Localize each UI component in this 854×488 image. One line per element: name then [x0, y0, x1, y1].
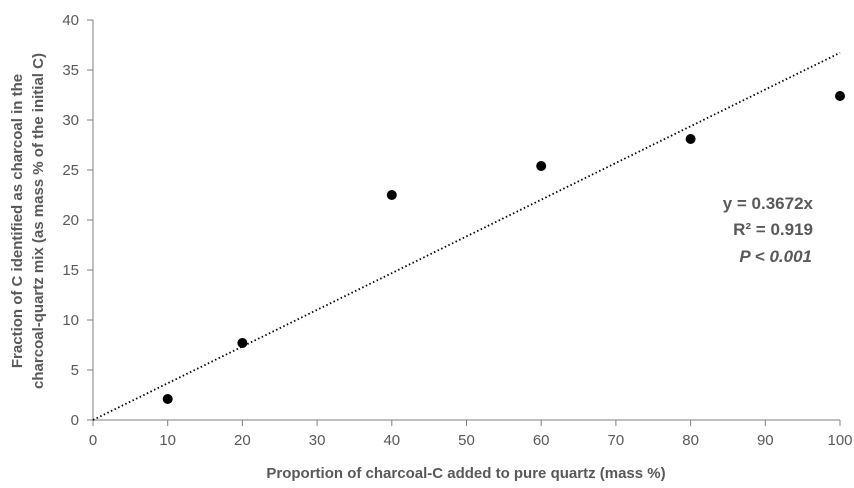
data-point [386, 190, 397, 200]
x-tick-label: 0 [89, 432, 97, 449]
data-point [835, 91, 845, 101]
y-axis-ticks: 0 5 10 15 20 25 30 35 40 [62, 12, 93, 429]
x-tick-label: 20 [234, 432, 251, 449]
x-tick-label: 100 [827, 432, 852, 449]
x-tick-label: 30 [309, 432, 326, 449]
x-tick-label: 60 [533, 432, 550, 449]
y-tick-label: 5 [71, 362, 79, 379]
x-tick-label: 90 [757, 432, 774, 449]
y-tick-label: 35 [62, 62, 79, 79]
x-axis-title: Proportion of charcoal-C added to pure q… [266, 465, 665, 482]
data-points [162, 91, 845, 404]
y-tick-label: 0 [71, 412, 79, 429]
equation-label: y = 0.3672x [723, 194, 814, 213]
x-axis-ticks: 0 10 20 30 40 50 60 70 80 90 100 [89, 420, 853, 449]
y-tick-label: 15 [62, 262, 79, 279]
y-axis-title-line1: Fraction of C identified as charcoal in … [9, 74, 26, 368]
data-point [685, 134, 696, 144]
data-point [237, 338, 248, 348]
trendline [92, 51, 841, 421]
x-tick-label: 40 [383, 432, 400, 449]
y-axis-title-line2: charcoal-quartz mix (as mass % of the in… [30, 53, 47, 389]
p-value-label: P < 0.001 [739, 247, 812, 266]
x-tick-label: 70 [608, 432, 625, 449]
x-tick-label: 80 [682, 432, 699, 449]
y-tick-label: 10 [62, 312, 79, 329]
y-tick-label: 40 [62, 12, 79, 29]
y-tick-label: 20 [62, 212, 79, 229]
x-tick-label: 50 [458, 432, 475, 449]
x-tick-label: 10 [159, 432, 176, 449]
y-tick-label: 25 [62, 162, 79, 179]
data-point [536, 161, 547, 171]
r-squared-label: R² = 0.919 [733, 220, 813, 239]
y-tick-label: 30 [62, 112, 79, 129]
data-point [162, 394, 173, 404]
